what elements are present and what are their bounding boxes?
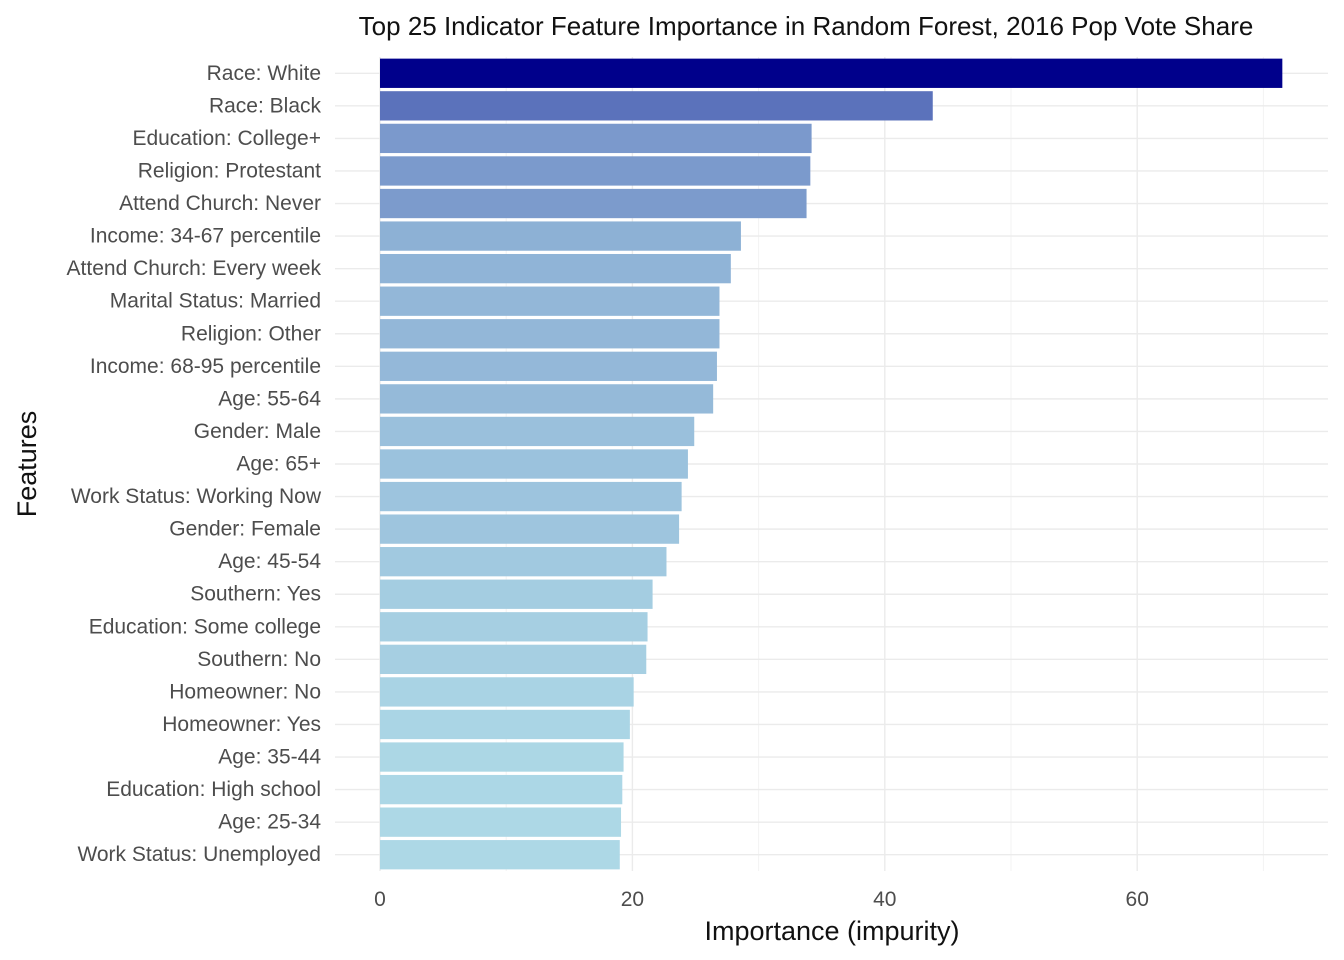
y-tick-label: Age: 35-44 [218,746,321,769]
bar [380,91,933,121]
bar [380,677,634,707]
y-tick-label: Attend Church: Every week [67,257,322,280]
bar [380,742,624,772]
bar [380,612,648,642]
bar [380,547,667,577]
y-tick-label: Income: 34-67 percentile [90,225,321,248]
bar [380,156,811,186]
y-tick-label: Homeowner: Yes [162,713,321,736]
x-tick-labels: 0 20 40 60 [374,888,1149,911]
bar [380,644,647,675]
bar [380,253,731,284]
x-tick-label: 0 [374,888,386,911]
y-tick-label: Southern: Yes [190,583,321,606]
y-tick-label: Marital Status: Married [110,290,321,313]
y-tick-label: Gender: Male [194,420,321,443]
y-axis-title: Features [12,411,42,518]
y-tick-label: Work Status: Unemployed [77,843,321,866]
y-tick-label: Attend Church: Never [119,192,321,215]
y-tick-label: Age: 25-34 [218,811,321,834]
y-tick-labels: Race: White Race: Black Education: College… [67,62,322,866]
x-axis-title: Importance (impurity) [704,916,959,946]
chart-title: Top 25 Indicator Feature Importance in R… [359,11,1254,41]
bar [380,840,620,870]
x-tick-label: 40 [873,888,896,911]
y-tick-label: Homeowner: No [169,680,321,703]
y-tick-label: Education: College+ [132,127,321,150]
y-tick-label: Age: 65+ [236,453,321,476]
bar [380,774,623,805]
bar [380,514,680,544]
y-tick-label: Southern: No [197,648,321,671]
y-tick-label: Age: 55-64 [218,387,321,410]
bar [380,709,630,740]
x-tick-label: 20 [621,888,644,911]
y-tick-label: Gender: Female [169,518,321,541]
x-tick-label: 60 [1126,888,1149,911]
bar [380,384,714,414]
y-tick-label: Religion: Other [181,322,321,345]
bar [380,58,1283,88]
y-tick-label: Education: High school [106,778,321,801]
bar [380,188,807,219]
bar [380,481,682,512]
y-tick-label: Race: White [207,62,321,85]
bar [380,319,720,349]
y-tick-label: Race: Black [209,94,322,117]
bar [380,351,717,381]
y-tick-label: Work Status: Working Now [71,485,322,508]
bar [380,449,688,479]
y-tick-label: Religion: Protestant [138,159,321,182]
bar [380,579,653,609]
bar [380,221,741,251]
y-tick-label: Education: Some college [89,615,321,638]
y-tick-label: Age: 45-54 [218,550,321,573]
y-tick-label: Income: 68-95 percentile [90,355,321,378]
bar [380,123,812,154]
bar [380,416,695,447]
bars [380,58,1283,870]
bar [380,807,622,837]
bar [380,286,720,316]
